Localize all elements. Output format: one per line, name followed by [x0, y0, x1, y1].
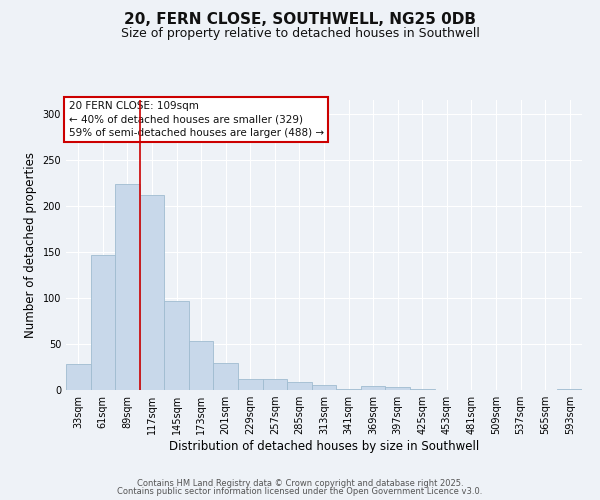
Bar — [214, 364, 238, 390]
Bar — [263, 379, 287, 390]
Bar — [312, 386, 336, 390]
Text: Contains HM Land Registry data © Crown copyright and database right 2025.: Contains HM Land Registry data © Crown c… — [137, 478, 463, 488]
Bar — [189, 341, 214, 390]
Bar — [361, 386, 385, 390]
Text: Size of property relative to detached houses in Southwell: Size of property relative to detached ho… — [121, 28, 479, 40]
Bar — [91, 254, 115, 390]
X-axis label: Distribution of detached houses by size in Southwell: Distribution of detached houses by size … — [169, 440, 479, 453]
Text: 20 FERN CLOSE: 109sqm
← 40% of detached houses are smaller (329)
59% of semi-det: 20 FERN CLOSE: 109sqm ← 40% of detached … — [68, 102, 324, 138]
Bar — [115, 184, 140, 390]
Bar — [557, 389, 582, 390]
Bar — [164, 300, 189, 390]
Y-axis label: Number of detached properties: Number of detached properties — [24, 152, 37, 338]
Text: Contains public sector information licensed under the Open Government Licence v3: Contains public sector information licen… — [118, 487, 482, 496]
Bar — [66, 364, 91, 390]
Bar — [336, 389, 361, 390]
Bar — [287, 382, 312, 390]
Bar — [410, 389, 434, 390]
Bar — [238, 379, 263, 390]
Bar — [385, 387, 410, 390]
Bar — [140, 195, 164, 390]
Text: 20, FERN CLOSE, SOUTHWELL, NG25 0DB: 20, FERN CLOSE, SOUTHWELL, NG25 0DB — [124, 12, 476, 28]
